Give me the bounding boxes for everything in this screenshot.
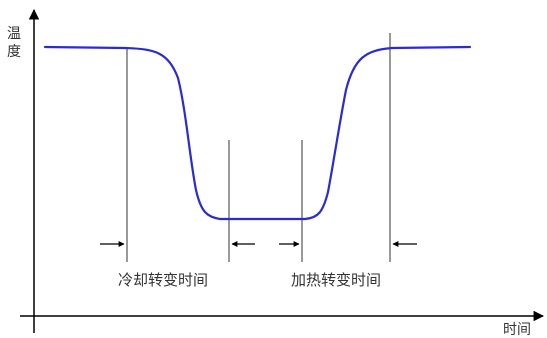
- cooling-transition-label: 冷却转变时间: [118, 271, 208, 289]
- heating-transition-label: 加热转变时间: [291, 271, 381, 289]
- x-axis-label: 时间: [503, 322, 531, 338]
- temperature-curve: [43, 45, 472, 221]
- y-axis-label-char-1: 温: [7, 26, 21, 42]
- y-axis-label-char-2: 度: [7, 44, 21, 60]
